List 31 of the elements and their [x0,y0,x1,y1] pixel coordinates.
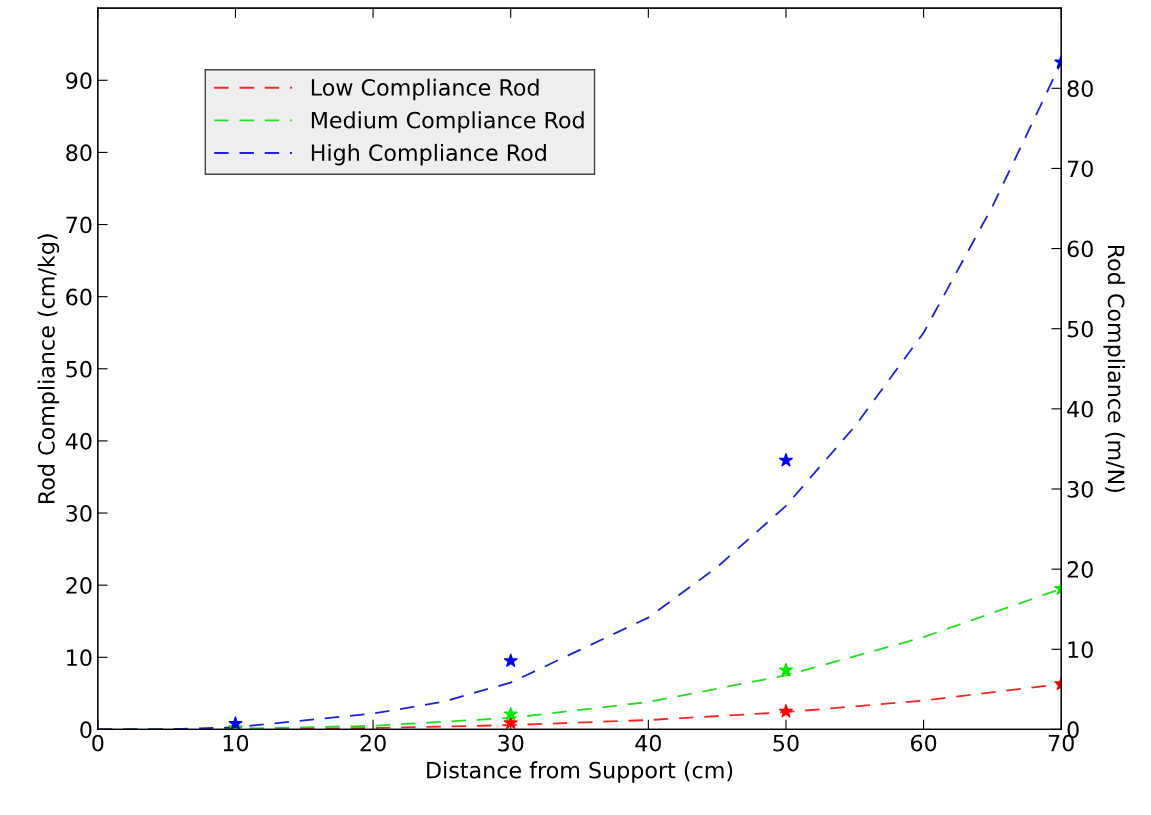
y-tick-label: 80 [66,144,92,162]
y2-axis-title: Rod Compliance (m/N) [1103,245,1125,492]
y-tick-label: 70 [66,216,92,234]
y-tick-label: 20 [66,577,92,594]
y-tick-label: 0 [80,721,92,739]
x-tick-label: 50 [773,734,799,752]
y2-tick-label: 20 [1067,561,1093,578]
y-tick-label: 90 [66,72,92,90]
y-tick-label: 40 [65,432,92,450]
x-tick-label: 40 [635,734,661,752]
y2-tick-label: 40 [1067,400,1093,418]
y2-tick-label: 30 [1067,480,1093,498]
x-tick-label: 0 [92,734,104,752]
y-axis-title: Rod Compliance (cm/kg) [37,234,60,503]
y2-tick-label: 10 [1068,641,1093,659]
y-tick-label: 50 [66,360,92,378]
legend-label: High Compliance Rod [311,143,546,166]
x-tick-label: 60 [911,734,937,752]
legend-label: Medium Compliance Rod [311,111,584,133]
x-tick-label: 20 [360,734,386,752]
y2-tick-label: 60 [1067,240,1093,258]
y2-tick-label: 80 [1067,80,1093,98]
x-tick-label: 30 [498,734,524,752]
legend-label: Low Compliance Rod [311,78,539,101]
y2-tick-label: 70 [1067,160,1093,178]
y-tick-label: 30 [66,504,92,522]
y-tick-label: 10 [67,649,92,667]
x-tick-label: 10 [223,734,249,752]
y-tick-label: 60 [66,288,92,306]
x-axis-title: Distance from Support (cm) [427,761,733,783]
y2-tick-label: 50 [1067,320,1093,338]
